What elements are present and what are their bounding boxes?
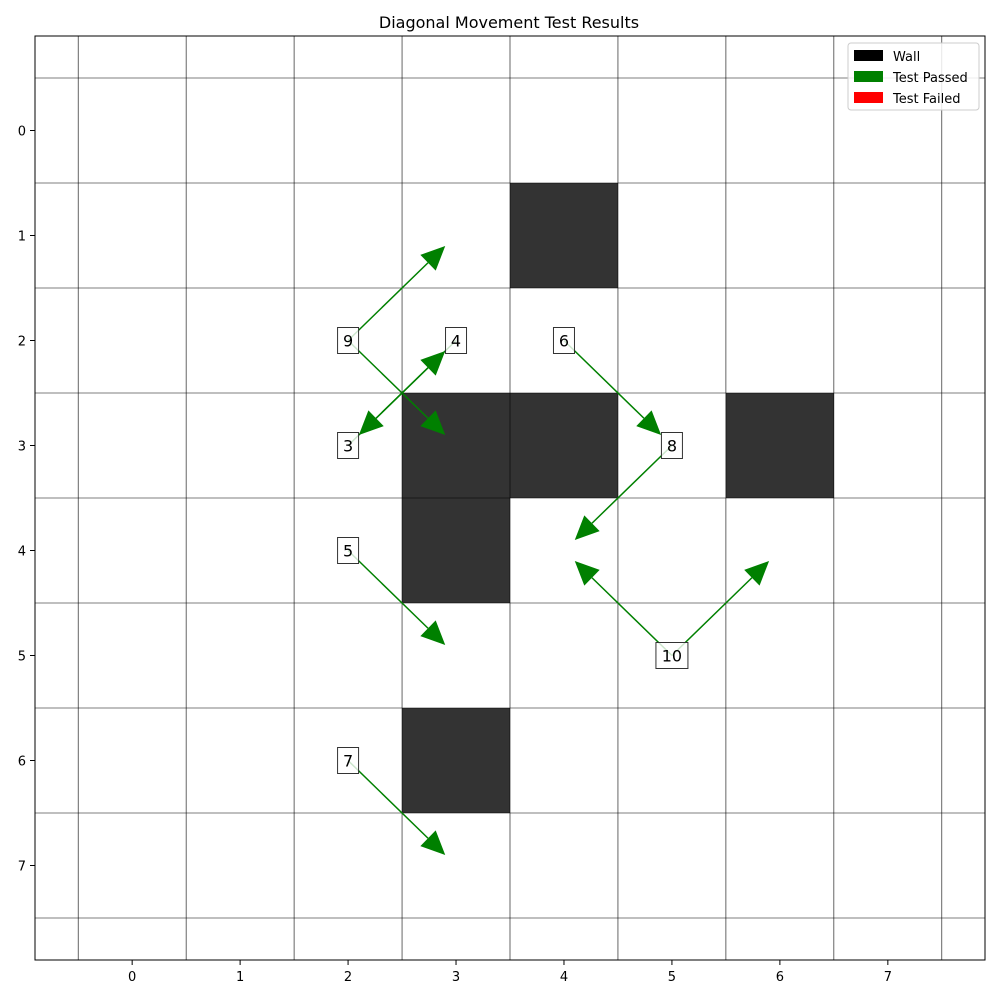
grid-layer xyxy=(35,36,985,960)
test-label: 4 xyxy=(451,332,461,351)
wall-cell xyxy=(402,498,510,603)
test-label: 10 xyxy=(662,647,682,666)
y-tick-label: 5 xyxy=(18,650,26,665)
test-arrow-shaft xyxy=(347,262,429,342)
test-arrow-head xyxy=(420,246,446,271)
test-label: 3 xyxy=(343,437,353,456)
plot-frame xyxy=(34,35,986,961)
test-label-box xyxy=(337,432,360,459)
test-label-box xyxy=(337,537,360,564)
legend-swatch xyxy=(854,50,883,61)
legend-swatch xyxy=(854,92,883,103)
test-arrow-shaft xyxy=(347,549,429,629)
test-label: 7 xyxy=(343,752,353,771)
x-tick-label: 6 xyxy=(776,970,784,985)
test-arrow-head xyxy=(358,410,384,435)
test-label: 9 xyxy=(343,332,353,351)
y-tick-label: 7 xyxy=(18,860,26,875)
y-tick-label: 1 xyxy=(18,230,26,245)
legend-label: Test Failed xyxy=(892,92,960,107)
wall-cell xyxy=(725,393,834,498)
test-label-box xyxy=(655,642,689,669)
x-tick-label: 5 xyxy=(668,970,676,985)
y-tick-label: 2 xyxy=(18,335,26,350)
test-arrow-head xyxy=(420,830,446,855)
test-label-box xyxy=(337,327,360,354)
ticks-layer: 0 1 2 3 4 5 6 7 0 1 2 3 4 5 6 7 xyxy=(18,125,892,986)
labels-layer: 3 4 5 6 7 8 9 10 xyxy=(337,327,689,774)
test-arrow-head xyxy=(420,620,446,645)
test-arrow-head xyxy=(744,561,770,586)
y-tick-label: 3 xyxy=(18,440,26,455)
legend-swatch xyxy=(854,71,883,82)
y-tick-label: 6 xyxy=(18,755,26,770)
wall-cell xyxy=(510,393,618,498)
test-arrow-head xyxy=(420,410,446,435)
chart-title: Diagonal Movement Test Results xyxy=(379,13,639,32)
x-tick-label: 2 xyxy=(344,970,352,985)
x-tick-label: 4 xyxy=(560,970,568,985)
test-label-box xyxy=(337,747,360,774)
x-tick-label: 0 xyxy=(128,970,136,985)
test-label: 6 xyxy=(559,332,569,351)
test-arrow-shaft xyxy=(347,339,429,419)
x-tick-label: 1 xyxy=(236,970,244,985)
test-label-box xyxy=(552,327,575,354)
walls-layer xyxy=(402,183,834,813)
test-label: 8 xyxy=(667,437,677,456)
test-arrow-head xyxy=(574,561,600,586)
legend-label: Wall xyxy=(893,50,920,65)
wall-cell xyxy=(510,183,618,288)
test-label-box xyxy=(660,432,683,459)
legend-label: Test Passed xyxy=(892,71,968,86)
y-tick-label: 4 xyxy=(18,545,26,560)
test-arrow-shaft xyxy=(591,444,673,524)
y-tick-label: 0 xyxy=(18,125,26,140)
x-tick-label: 3 xyxy=(452,970,460,985)
x-tick-label: 7 xyxy=(884,970,892,985)
test-arrow-head xyxy=(636,410,662,435)
test-arrow-shaft xyxy=(563,339,645,419)
test-arrow-shaft xyxy=(347,759,429,839)
test-label: 5 xyxy=(343,542,353,561)
wall-cell xyxy=(402,708,510,813)
legend: Wall Test Passed Test Failed xyxy=(847,42,980,111)
test-label-box xyxy=(445,327,468,354)
test-arrow-shaft xyxy=(375,339,457,419)
test-arrow-head xyxy=(574,515,600,540)
